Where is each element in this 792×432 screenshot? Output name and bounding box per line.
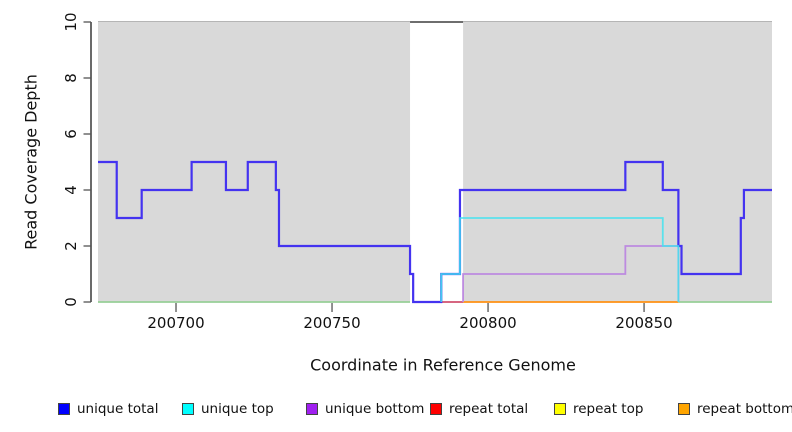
x-tick-label: 200800: [459, 314, 517, 332]
x-tick-label: 200850: [615, 314, 673, 332]
x-axis-title: Coordinate in Reference Genome: [310, 355, 576, 375]
legend-label: repeat bottom: [697, 401, 792, 417]
legend-swatch-icon: [306, 403, 318, 415]
y-tick-label: 4: [62, 185, 80, 195]
legend-swatch-icon: [678, 403, 690, 415]
y-tick-label: 8: [62, 73, 80, 83]
legend-item-repeat-total: repeat total: [430, 401, 528, 417]
legend-swatch-icon: [430, 403, 442, 415]
legend-label: repeat total: [449, 401, 529, 417]
legend-item-repeat-bottom: repeat bottom: [678, 401, 792, 417]
legend-label: unique top: [201, 401, 274, 417]
legend-swatch-icon: [58, 403, 70, 415]
y-tick-label: 0: [62, 297, 80, 307]
legend-item-repeat-top: repeat top: [554, 401, 643, 417]
y-tick-label: 2: [62, 241, 80, 251]
legend-item-unique-total: unique total: [58, 401, 158, 417]
legend-swatch-icon: [554, 403, 566, 415]
series-line-unique-total: [98, 160, 772, 304]
legend-label: repeat top: [573, 401, 644, 417]
series-line-unique-top: [440, 217, 680, 302]
y-tick-label: 6: [62, 129, 80, 139]
x-tick-label: 200700: [147, 314, 205, 332]
plot-area: [83, 21, 772, 312]
y-tick-label: 10: [62, 12, 80, 32]
legend-item-unique-bottom: unique bottom: [306, 401, 424, 417]
x-tick-label: 200750: [303, 314, 361, 332]
gap-band: [410, 21, 464, 304]
legend-label: unique total: [77, 401, 159, 417]
legend-swatch-icon: [182, 403, 194, 415]
legend-label: unique bottom: [325, 401, 425, 417]
legend-item-unique-top: unique top: [182, 401, 274, 417]
y-axis-title: Read Coverage Depth: [21, 74, 41, 250]
